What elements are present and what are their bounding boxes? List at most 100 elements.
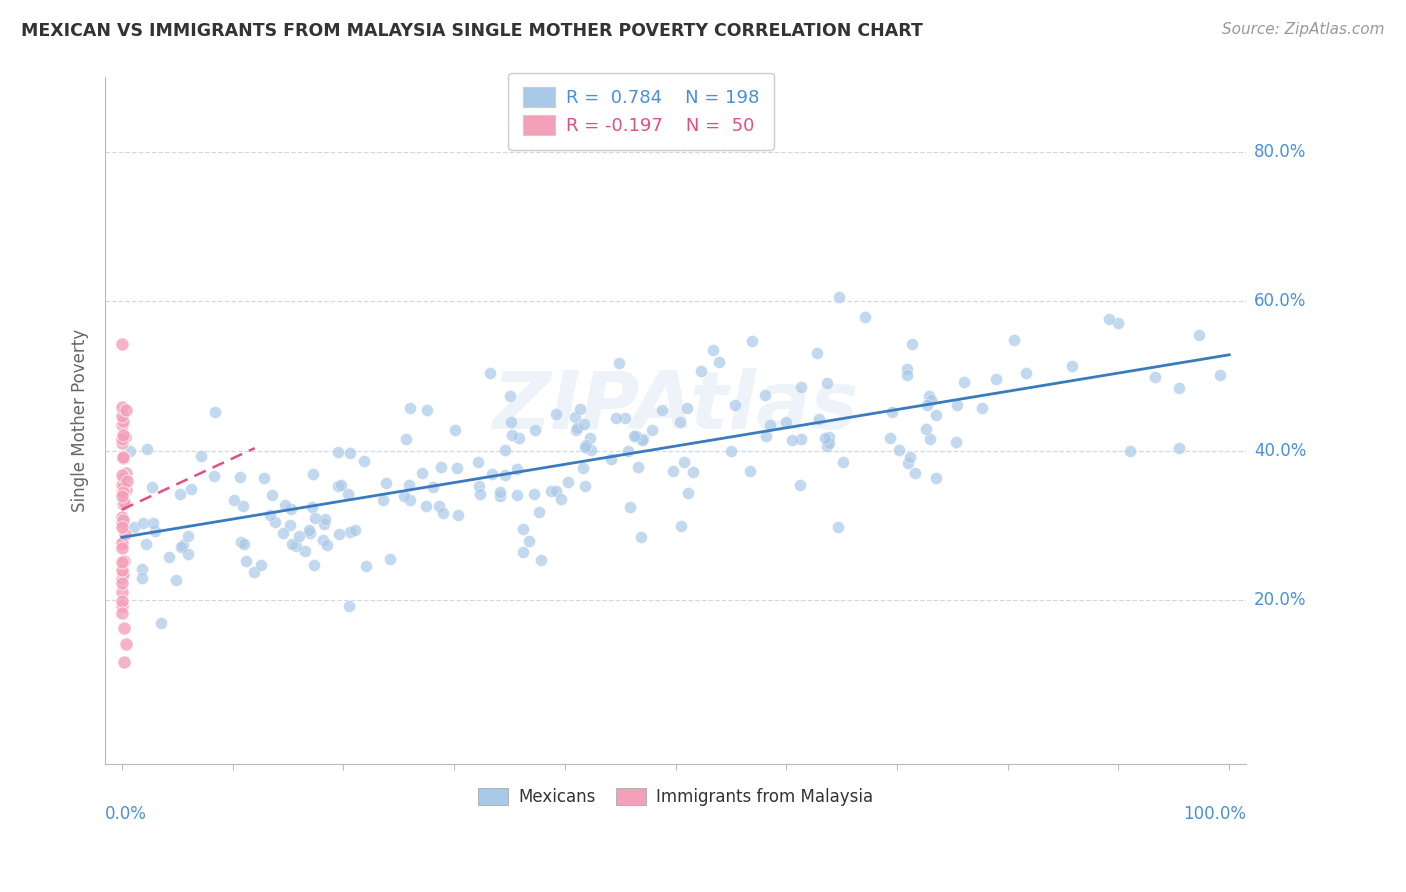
Point (432, 506, 454, 520)
Point (915, 398, 938, 412)
Point (527, 505, 550, 519)
Text: 20.0%: 20.0% (1254, 591, 1306, 609)
Point (546, 407, 568, 421)
Point (676, 401, 699, 415)
Point (202, 469, 225, 483)
Point (339, 524, 361, 539)
Point (754, 388, 776, 402)
Point (447, 508, 470, 523)
Point (243, 565, 266, 579)
Point (114, 483, 136, 498)
Point (617, 444, 640, 458)
Point (112, 494, 135, 508)
Point (111, 516, 134, 530)
Point (274, 498, 297, 512)
Text: 100.0%: 100.0% (1182, 805, 1246, 823)
Point (630, 529, 652, 543)
Point (494, 467, 516, 482)
Point (565, 421, 588, 435)
Point (302, 558, 325, 573)
Point (818, 435, 841, 450)
Y-axis label: Single Mother Poverty: Single Mother Poverty (72, 329, 89, 512)
Point (328, 527, 350, 541)
Point (111, 489, 134, 503)
Point (631, 434, 654, 448)
Point (112, 450, 135, 465)
Point (1098, 311, 1121, 326)
Point (111, 451, 134, 466)
Point (132, 516, 155, 531)
Point (1119, 444, 1142, 458)
Point (690, 364, 713, 378)
Point (177, 529, 200, 543)
Point (169, 540, 191, 554)
Point (517, 534, 540, 549)
Point (489, 484, 512, 499)
Point (111, 585, 134, 599)
Point (572, 460, 595, 475)
Point (111, 450, 134, 465)
Point (499, 389, 522, 403)
Point (416, 403, 439, 417)
Point (512, 523, 534, 537)
Point (111, 571, 134, 585)
Point (524, 423, 547, 437)
Point (1188, 328, 1211, 343)
Point (579, 442, 602, 457)
Point (131, 561, 153, 575)
Point (467, 454, 489, 468)
Point (328, 445, 350, 459)
Point (111, 563, 134, 577)
Point (790, 433, 813, 447)
Point (669, 519, 692, 533)
Point (111, 510, 134, 524)
Point (312, 533, 335, 548)
Point (118, 444, 141, 458)
Point (1209, 368, 1232, 383)
Point (1167, 381, 1189, 395)
Point (135, 442, 157, 457)
Point (298, 526, 321, 541)
Point (250, 558, 273, 572)
Point (782, 433, 804, 447)
Point (1167, 441, 1189, 455)
Point (479, 366, 502, 380)
Point (392, 488, 415, 502)
Point (111, 477, 134, 491)
Point (180, 483, 202, 497)
Point (264, 515, 287, 529)
Point (572, 417, 595, 431)
Point (896, 368, 918, 382)
Point (489, 489, 512, 503)
Point (568, 402, 591, 417)
Point (149, 615, 172, 630)
Point (111, 467, 134, 482)
Point (232, 499, 254, 513)
Point (920, 432, 942, 446)
Point (143, 524, 166, 539)
Point (111, 409, 134, 424)
Point (172, 538, 194, 552)
Point (904, 466, 927, 480)
Point (111, 336, 134, 351)
Point (945, 434, 967, 449)
Point (298, 523, 321, 537)
Point (986, 372, 1008, 386)
Point (285, 539, 308, 553)
Point (111, 520, 134, 534)
Point (111, 594, 134, 608)
Point (114, 429, 136, 443)
Point (111, 536, 134, 550)
Point (740, 464, 762, 478)
Point (111, 555, 134, 569)
Point (112, 471, 135, 485)
Point (111, 541, 134, 556)
Point (112, 497, 135, 511)
Point (339, 446, 361, 460)
Point (574, 440, 596, 454)
Point (302, 467, 325, 481)
Point (952, 376, 974, 390)
Point (669, 415, 692, 429)
Point (112, 655, 135, 669)
Point (398, 492, 420, 507)
